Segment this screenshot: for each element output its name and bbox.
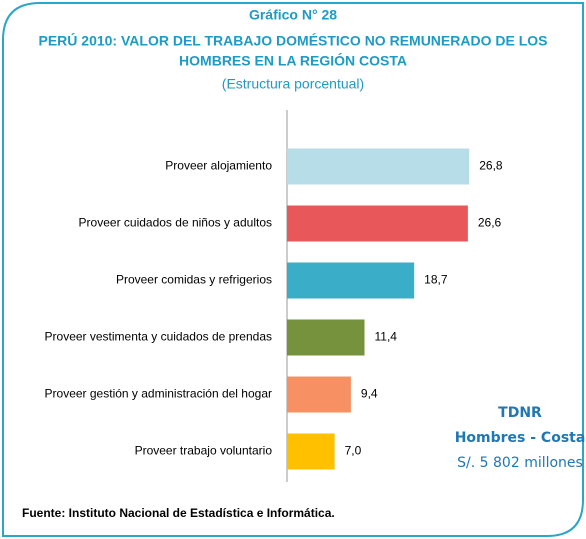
category-label: Proveer cuidados de niños y adultos: [79, 216, 272, 230]
chart-title: Gráfico N° 28: [249, 7, 337, 23]
value-label: 11,4: [375, 330, 398, 344]
category-label: Proveer gestión y administración del hog…: [45, 387, 272, 401]
value-label: 26,6: [478, 216, 502, 230]
source: Fuente: Instituto Nacional de Estadístic…: [22, 506, 335, 520]
bar: [287, 433, 335, 470]
bar: [287, 319, 365, 356]
category-label: Proveer alojamiento: [165, 159, 272, 173]
annotation: TDNR: [498, 405, 542, 421]
value-label: 18,7: [424, 273, 448, 287]
chart-subtitle: (Estructura porcentual): [222, 76, 364, 92]
value-label: 7,0: [345, 444, 362, 458]
value-label: 26,8: [479, 159, 503, 173]
category-label: Proveer trabajo voluntario: [135, 444, 273, 458]
value-label: 9,4: [361, 387, 378, 401]
bar: [287, 262, 415, 299]
bar: [287, 148, 470, 185]
category-label: Proveer vestimenta y cuidados de prendas: [45, 330, 272, 344]
chart-title: HOMBRES EN LA REGIÓN COSTA: [179, 52, 407, 69]
annotation: S/. 5 802 millones: [457, 455, 583, 471]
chart-title: PERÚ 2010: VALOR DEL TRABAJO DOMÉSTICO N…: [39, 32, 548, 49]
annotation: Hombres - Costa: [455, 430, 586, 446]
bar: [287, 205, 468, 242]
category-label: Proveer comidas y refrigerios: [116, 273, 272, 287]
bar: [287, 376, 351, 413]
